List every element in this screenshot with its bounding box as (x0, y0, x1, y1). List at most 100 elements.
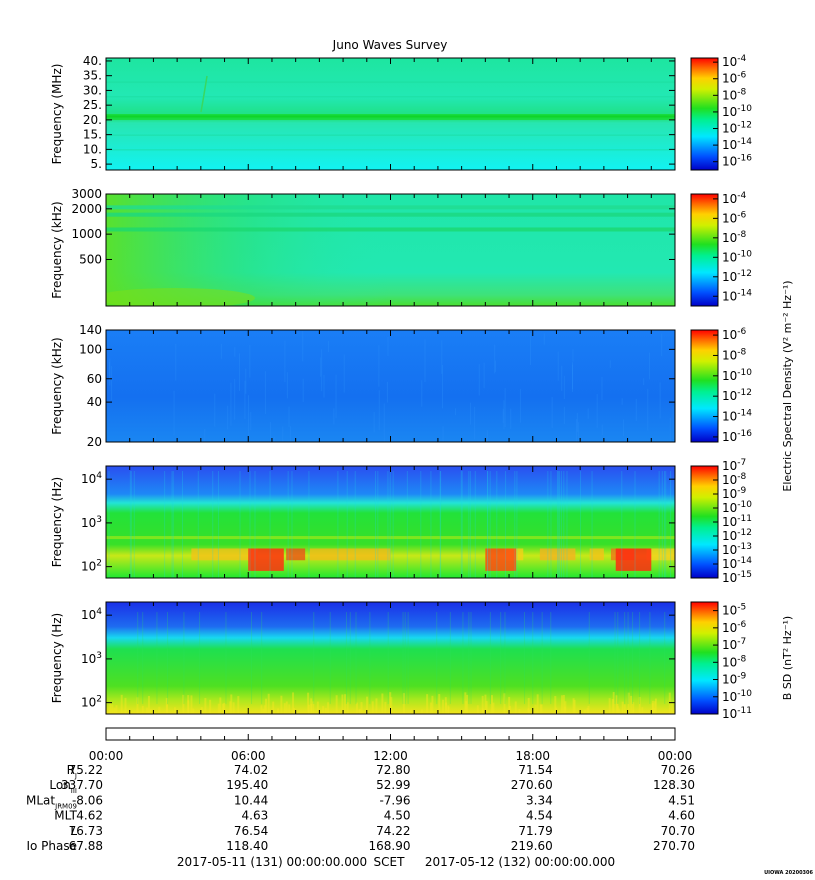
colorbar: 10-4 10-6 10-8 10-10 10-12 10-14 (690, 191, 752, 307)
processing-stamp: UIOWA 20200306 (764, 870, 813, 876)
ephemeris-value: 71.79 (518, 824, 552, 838)
colorbar-tick-label: 10-8 (722, 87, 747, 102)
y-tick-label: 60 (87, 372, 102, 386)
colorbar-frame (690, 193, 719, 307)
colorbar-label: B SD (nT² Hz⁻¹) (781, 616, 794, 700)
colorbar-tick-label: 10-8 (722, 472, 747, 487)
ephemeris-value: 75.22 (69, 763, 103, 777)
y-tick-label: 20 (87, 435, 102, 449)
spectrogram-panel: 20 40 60 100 140 Frequency (kHz) 10-6 10-8 10-10… (50, 280, 794, 491)
y-tick-label: 103 (81, 515, 102, 530)
colorbar-frame (690, 601, 719, 715)
colorbar: 10-5 10-6 10-7 10-8 10-9 10-10 10-11 B SD (nT² … (690, 601, 794, 721)
ephemeris-value: 168.90 (369, 839, 411, 853)
spectrogram-image (106, 58, 675, 170)
ephemeris-label: MLatJRM09 (26, 793, 77, 810)
ephemeris-value: 195.40 (226, 778, 268, 792)
colorbar-tick-label: 10-8 (722, 654, 747, 669)
x-tick-label: 18:00 (515, 749, 550, 763)
colorbar-tick-label: 10-10 (722, 500, 752, 515)
time-axis-strip (105, 727, 676, 741)
colorbar-tick-label: 10-14 (722, 137, 752, 152)
y-tick-label: 25. (83, 98, 102, 112)
ephemeris-value: 70.70 (661, 824, 695, 838)
ephemeris-value: 270.60 (511, 778, 553, 792)
ephemeris-value: 10.44 (234, 793, 268, 807)
y-tick-label: 40. (83, 54, 102, 68)
ephemeris-value: -7.96 (379, 793, 410, 807)
y-tick-label: 102 (81, 695, 102, 710)
colorbar-tick-label: 10-13 (722, 542, 752, 557)
y-tick-label: 15. (83, 128, 102, 142)
ephemeris-value: 76.73 (69, 824, 103, 838)
time-end: 2017-05-12 (132) 00:00:00.000 (425, 855, 615, 869)
ephemeris-label: L (70, 824, 77, 838)
ephemeris-value: 70.26 (661, 763, 695, 777)
y-tick-label: 20. (83, 113, 102, 127)
colorbar-tick-label: 10-4 (722, 54, 747, 69)
y-tick-label: 500 (79, 252, 102, 266)
ephemeris-label: Io Phase (26, 839, 77, 853)
x-tick-label: 12:00 (373, 749, 408, 763)
y-tick-label: 104 (81, 607, 102, 622)
colorbar-tick-label: 10-16 (722, 429, 752, 444)
ephemeris-label: MLT (54, 809, 77, 823)
colorbar-tick-label: 10-8 (722, 347, 747, 362)
ephemeris-value: 4.50 (384, 809, 411, 823)
colorbar-frame (690, 57, 719, 171)
ephemeris-value: 71.54 (518, 763, 552, 777)
colorbar-tick-label: 10-11 (722, 706, 752, 721)
ephemeris-value: 118.40 (226, 839, 268, 853)
colorbar-tick-label: 10-10 (722, 249, 752, 264)
colorbar-tick-label: 10-15 (722, 570, 752, 585)
ephemeris-value: 74.22 (376, 824, 410, 838)
y-tick-label: 140 (79, 323, 102, 337)
spectrogram-image (106, 330, 675, 442)
spectrogram-image (106, 602, 675, 714)
y-tick-label: 103 (81, 651, 102, 666)
y-tick-label: 5. (91, 157, 102, 171)
colorbar-label: Electric Spectral Density (V² m⁻² Hz⁻¹) (781, 280, 794, 491)
ephemeris-label: RJ (67, 763, 77, 780)
y-axis-label: Frequency (MHz) (50, 64, 64, 165)
colorbar-tick-label: 10-12 (722, 388, 752, 403)
ephemeris-value: 52.99 (376, 778, 410, 792)
ephemeris-value: 76.54 (234, 824, 268, 838)
y-tick-label: 30. (83, 83, 102, 97)
colorbar-tick-label: 10-6 (722, 71, 747, 86)
x-tick-label: 00:00 (89, 749, 124, 763)
y-axis-label: Frequency (kHz) (50, 201, 64, 298)
y-tick-label: 3000 (71, 187, 102, 201)
ephemeris-value: 4.62 (76, 809, 103, 823)
colorbar-tick-label: 10-7 (722, 637, 746, 652)
colorbar-tick-label: 10-16 (722, 154, 752, 169)
y-axis-label: Frequency (Hz) (50, 477, 64, 568)
x-tick-label: 06:00 (231, 749, 266, 763)
y-axis-label: Frequency (Hz) (50, 613, 64, 704)
colorbar-tick-label: 10-11 (722, 514, 752, 529)
chart-title: Juno Waves Survey (332, 38, 448, 52)
y-tick-label: 40 (87, 395, 102, 409)
ephemeris-value: 72.80 (376, 763, 410, 777)
y-tick-label: 104 (81, 471, 102, 486)
spectrogram-panel: 5.10.15.20.25.30.35.40. Frequency (MHz) 10… (50, 54, 752, 171)
colorbar-gradient (691, 194, 718, 306)
time-start: 2017-05-11 (131) 00:00:00.000 (177, 855, 367, 869)
colorbar-tick-label: 10-14 (722, 288, 752, 303)
ephemeris-value: 74.02 (234, 763, 268, 777)
y-axis-label: Frequency (kHz) (50, 337, 64, 434)
ephemeris-value: 4.60 (668, 809, 695, 823)
spectrogram-image (106, 466, 675, 578)
colorbar-tick-label: 10-8 (722, 230, 747, 245)
colorbar-tick-label: 10-14 (722, 556, 752, 571)
time-system-label: SCET (374, 855, 406, 869)
colorbar-tick-label: 10-12 (722, 269, 752, 284)
ephemeris-value: 67.88 (69, 839, 103, 853)
spectrogram-panel: 102 103 104 Frequency (Hz) 10-710-810-910-10… (50, 458, 752, 585)
x-tick-label: 00:00 (658, 749, 693, 763)
ephemeris-value: 4.63 (242, 809, 269, 823)
